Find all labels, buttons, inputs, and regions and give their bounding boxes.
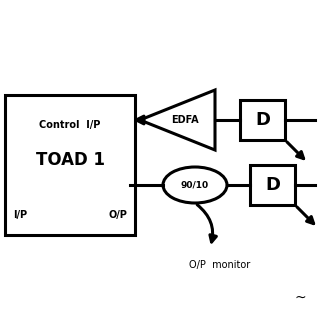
Text: ~: ~ bbox=[294, 291, 306, 305]
Text: D: D bbox=[255, 111, 270, 129]
Ellipse shape bbox=[163, 167, 227, 203]
Text: O/P: O/P bbox=[108, 210, 127, 220]
Polygon shape bbox=[140, 90, 215, 150]
Text: Control  I/P: Control I/P bbox=[39, 120, 101, 130]
Text: TOAD 1: TOAD 1 bbox=[36, 151, 105, 169]
Bar bbox=[250, 165, 295, 205]
Text: EDFA: EDFA bbox=[171, 115, 199, 125]
Bar bbox=[5, 95, 135, 235]
Text: O/P  monitor: O/P monitor bbox=[189, 260, 251, 270]
Text: I/P: I/P bbox=[13, 210, 27, 220]
Text: D: D bbox=[265, 176, 280, 194]
Bar bbox=[240, 100, 285, 140]
Text: 90/10: 90/10 bbox=[181, 180, 209, 189]
